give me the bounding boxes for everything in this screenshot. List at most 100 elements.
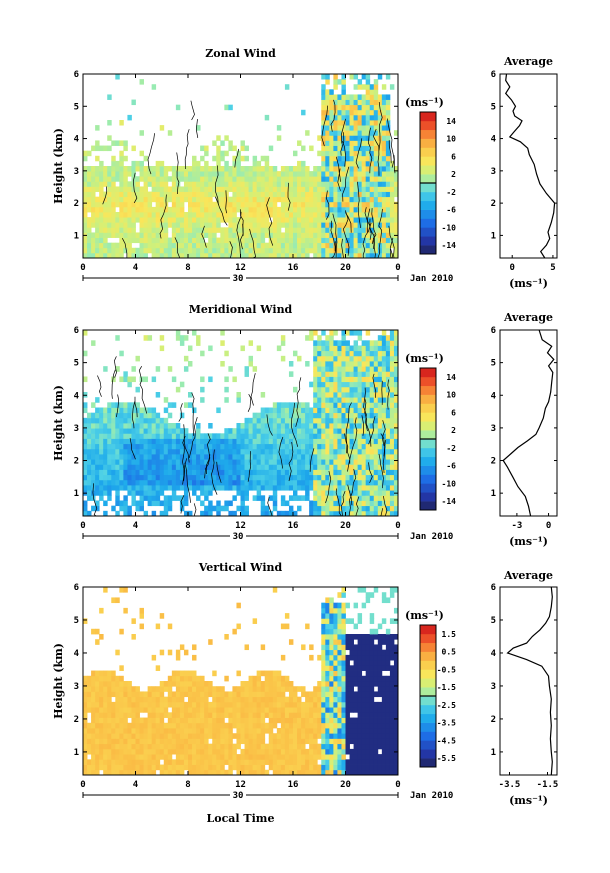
heatmap-cell	[163, 769, 169, 776]
heatmap-cell	[297, 355, 302, 362]
heatmap-cell	[83, 448, 88, 455]
heatmap-cell	[103, 443, 108, 450]
heatmap-cell	[244, 196, 249, 203]
heatmap-cell	[167, 728, 173, 734]
heatmap-cell	[248, 675, 254, 682]
heatmap-cell	[200, 479, 205, 486]
heatmap-cell	[365, 474, 371, 481]
heatmap-cell	[91, 176, 96, 182]
heatmap-cell	[268, 759, 274, 765]
heatmap-cell	[167, 681, 173, 687]
heatmap-cell	[171, 701, 177, 708]
heatmap-cell	[305, 227, 310, 233]
heatmap-cell	[175, 654, 181, 661]
heatmap-cell	[373, 350, 379, 357]
heatmap-cell	[337, 247, 342, 254]
heatmap-cell	[313, 722, 318, 729]
x-tick-label: 4	[133, 521, 139, 531]
heatmap-cell	[321, 495, 326, 501]
heatmap-cell	[107, 474, 112, 481]
heatmap-cell	[377, 109, 383, 116]
heatmap-cell	[333, 490, 338, 496]
heatmap-cell	[393, 330, 399, 336]
heatmap-cell	[288, 510, 294, 517]
heatmap-cell	[381, 212, 387, 218]
heatmap-cell	[313, 510, 318, 517]
y-tick-label: 1	[74, 231, 79, 241]
heatmap-cell	[171, 252, 177, 259]
heatmap-cell	[325, 247, 330, 254]
heatmap-cell	[268, 181, 274, 187]
heatmap-cell	[341, 402, 346, 408]
heatmap-cell	[87, 686, 92, 692]
heatmap-cell	[123, 696, 128, 703]
heatmap-cell	[264, 433, 270, 439]
heatmap-cell	[345, 150, 350, 157]
heatmap-cell	[188, 176, 193, 182]
heatmap-cell	[192, 438, 197, 445]
heatmap-cell	[232, 196, 237, 203]
heatmap-cell	[381, 237, 387, 244]
heatmap-cell	[272, 691, 278, 698]
heatmap-cell	[264, 232, 270, 238]
heatmap-cell	[131, 145, 136, 152]
heatmap-cell	[252, 764, 258, 771]
heatmap-cell	[107, 712, 112, 718]
heatmap-cell	[393, 464, 399, 470]
heatmap-cell	[143, 423, 149, 429]
heatmap-cell	[301, 469, 306, 476]
heatmap-cell	[87, 759, 92, 765]
heatmap-cell	[293, 448, 298, 455]
heatmap-cell	[208, 438, 213, 445]
heatmap-cell	[91, 628, 96, 635]
heatmap-cell	[119, 166, 124, 172]
heatmap-cell	[115, 597, 120, 604]
heatmap-cell	[220, 232, 225, 238]
heatmap-cell	[167, 733, 173, 739]
heatmap-cell	[365, 376, 371, 383]
heatmap-cell	[256, 345, 262, 352]
heatmap-cell	[317, 386, 322, 393]
heatmap-cell	[272, 722, 278, 729]
heatmap-cell	[151, 376, 157, 383]
heatmap-cell	[280, 764, 286, 771]
heatmap-cell	[381, 371, 387, 377]
heatmap-cell	[127, 428, 132, 434]
heatmap-cell	[349, 454, 354, 460]
heatmap-cell	[220, 191, 225, 198]
heatmap-cell	[139, 505, 144, 512]
heatmap-cell	[357, 366, 363, 372]
heatmap-cell	[321, 130, 326, 136]
heatmap-cell	[192, 448, 197, 455]
heatmap-cell	[321, 160, 326, 167]
heatmap-cell	[377, 505, 383, 512]
heatmap-cell	[163, 733, 169, 739]
heatmap-cell	[373, 217, 379, 223]
heatmap-cell	[297, 754, 302, 760]
heatmap-cell	[147, 759, 153, 765]
heatmap-cell	[131, 686, 136, 692]
heatmap-cell	[280, 335, 286, 341]
heatmap-cell	[151, 227, 157, 233]
heatmap-cell	[369, 510, 375, 517]
contour-line	[373, 233, 376, 259]
heatmap-cell	[321, 417, 326, 424]
heatmap-cell	[369, 448, 375, 455]
heatmap-cell	[83, 176, 88, 182]
heatmap-cell	[204, 707, 209, 713]
heatmap-cell	[357, 212, 363, 218]
heatmap-cell	[155, 495, 161, 501]
heatmap-cell	[240, 722, 245, 729]
heatmap-cell	[99, 160, 104, 167]
heatmap-cell	[305, 212, 310, 218]
heatmap-cell	[87, 150, 92, 157]
heatmap-cell	[107, 479, 112, 486]
heatmap-cell	[357, 150, 363, 157]
heatmap-cell	[264, 217, 270, 223]
heatmap-cell	[309, 696, 314, 703]
heatmap-cell	[317, 345, 322, 352]
heatmap-cell	[119, 759, 124, 765]
heatmap-cell	[131, 459, 136, 465]
